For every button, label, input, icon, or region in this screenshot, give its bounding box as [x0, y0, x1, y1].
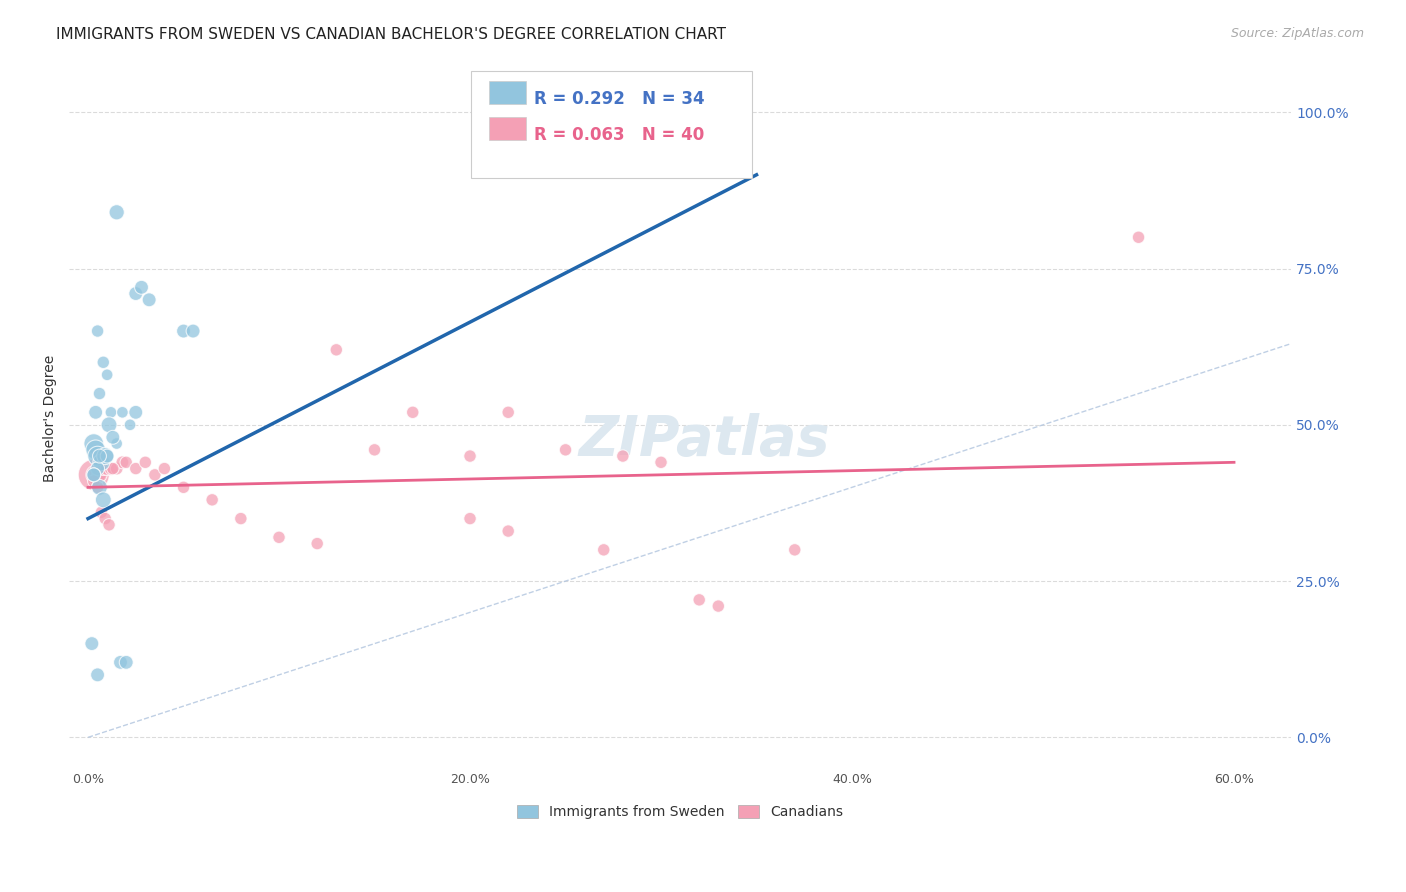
Text: R = 0.063   N = 40: R = 0.063 N = 40	[534, 126, 704, 144]
Point	[496, 524, 519, 538]
Point	[115, 455, 138, 469]
Text: Source: ZipAtlas.com: Source: ZipAtlas.com	[1230, 27, 1364, 40]
Point	[201, 492, 224, 507]
Point	[84, 442, 107, 457]
Point	[83, 467, 105, 482]
Point	[89, 467, 111, 482]
Point	[100, 405, 122, 419]
Point	[89, 480, 111, 494]
Point	[83, 436, 105, 450]
Point	[105, 461, 128, 475]
Point	[96, 461, 118, 475]
Text: ZIPatlas: ZIPatlas	[579, 413, 831, 467]
Point	[267, 530, 290, 544]
Point	[86, 668, 108, 682]
Point	[402, 405, 425, 419]
Point	[229, 511, 252, 525]
Point	[96, 449, 118, 463]
Point	[100, 461, 122, 475]
Point	[89, 386, 111, 401]
Point	[125, 286, 148, 301]
Point	[101, 430, 124, 444]
Point	[307, 536, 329, 550]
Point	[458, 449, 481, 463]
Point	[86, 449, 108, 463]
Point	[91, 492, 114, 507]
Point	[143, 467, 166, 482]
Point	[554, 442, 576, 457]
Text: IMMIGRANTS FROM SWEDEN VS CANADIAN BACHELOR'S DEGREE CORRELATION CHART: IMMIGRANTS FROM SWEDEN VS CANADIAN BACHE…	[56, 27, 727, 42]
Y-axis label: Bachelor's Degree: Bachelor's Degree	[44, 355, 58, 483]
Point	[83, 474, 105, 488]
Point	[325, 343, 347, 357]
Point	[86, 467, 108, 482]
Point	[101, 461, 124, 475]
Point	[612, 449, 634, 463]
Point	[707, 599, 730, 613]
Point	[138, 293, 160, 307]
Point	[105, 436, 128, 450]
Point	[89, 449, 111, 463]
Point	[125, 405, 148, 419]
Point	[173, 324, 195, 338]
Point	[118, 417, 141, 432]
Point	[105, 205, 128, 219]
Point	[80, 637, 103, 651]
Point	[125, 461, 148, 475]
Point	[1128, 230, 1150, 244]
Point	[783, 542, 806, 557]
Point	[458, 511, 481, 525]
Point	[84, 467, 107, 482]
Point	[592, 542, 614, 557]
Point	[90, 455, 112, 469]
Point	[153, 461, 176, 475]
Point	[650, 455, 672, 469]
Point	[94, 449, 117, 463]
Point	[181, 324, 204, 338]
Point	[688, 592, 710, 607]
Point	[91, 461, 114, 475]
Point	[90, 505, 112, 519]
Legend: Immigrants from Sweden, Canadians: Immigrants from Sweden, Canadians	[512, 799, 849, 825]
Point	[131, 280, 153, 294]
Point	[86, 324, 108, 338]
Point	[98, 417, 121, 432]
Point	[363, 442, 385, 457]
Point	[98, 517, 121, 532]
Point	[134, 455, 156, 469]
Point	[110, 656, 132, 670]
Point	[173, 480, 195, 494]
Point	[83, 467, 105, 482]
Point	[115, 656, 138, 670]
Point	[86, 480, 108, 494]
Point	[86, 461, 108, 475]
Point	[496, 405, 519, 419]
Point	[96, 368, 118, 382]
Point	[94, 511, 117, 525]
Point	[83, 467, 105, 482]
Point	[111, 405, 134, 419]
Point	[111, 455, 134, 469]
Point	[84, 405, 107, 419]
Text: R = 0.292   N = 34: R = 0.292 N = 34	[534, 90, 704, 108]
Point	[91, 355, 114, 369]
